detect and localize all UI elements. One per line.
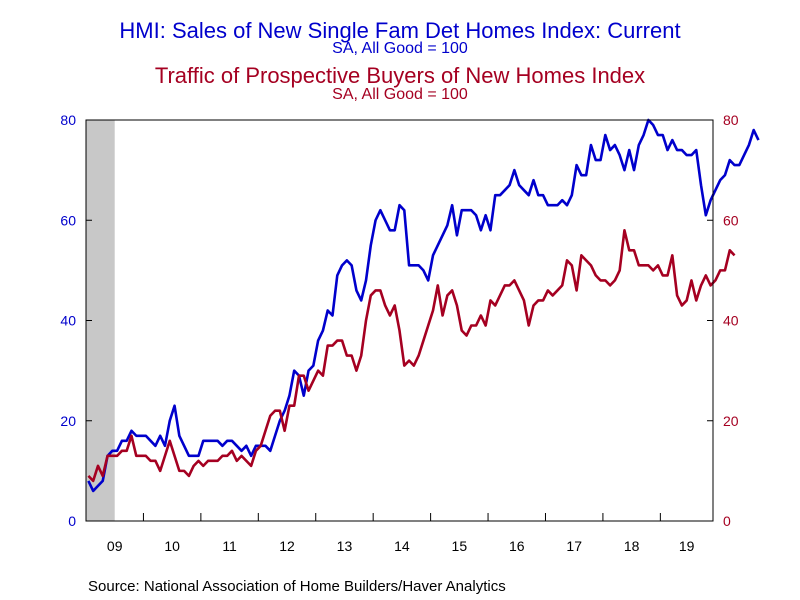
series-line-2 (87, 228, 736, 483)
x-axis-tick-label: 09 (107, 538, 123, 554)
x-axis-tick-label: 13 (337, 538, 353, 554)
x-axis-tick-label: 11 (222, 538, 237, 554)
chart-subtitle-series1: SA, All Good = 100 (332, 40, 468, 57)
left-axis-tick-label: 0 (68, 513, 76, 529)
x-axis-tick-label: 16 (509, 538, 525, 554)
chart-subtitle-series2: SA, All Good = 100 (332, 86, 468, 103)
right-axis-tick-label: 80 (723, 112, 739, 128)
chart-title-series2: Traffic of Prospective Buyers of New Hom… (154, 63, 646, 88)
axes-layer: 0 20 40 60 80 0 20 40 60 80 09 10 11 12 13 14 15 16 17 18 19 (60, 112, 738, 554)
x-axis-tick-label: 14 (394, 538, 410, 554)
plot-frame (85, 119, 714, 522)
source-note: Source: National Association of Home Bui… (88, 578, 506, 595)
left-axis-tick-label: 40 (60, 313, 76, 329)
x-axis-tick-label: 17 (566, 538, 582, 554)
left-axis-tick-label: 80 (60, 112, 76, 128)
series-layer (87, 118, 760, 493)
x-axis-tick-label: 10 (164, 538, 180, 554)
x-axis-tick-label: 12 (279, 538, 295, 554)
right-axis-tick-label: 20 (723, 413, 739, 429)
left-axis-tick-label: 20 (60, 413, 76, 429)
right-axis-tick-label: 60 (723, 212, 739, 228)
left-axis-tick-label: 60 (60, 212, 76, 228)
chart-title-series1: HMI: Sales of New Single Fam Det Homes I… (119, 18, 681, 43)
series-line-1 (87, 118, 760, 493)
right-axis-tick-label: 40 (723, 313, 739, 329)
x-axis-tick-label: 19 (679, 538, 695, 554)
x-axis-tick-label: 18 (624, 538, 640, 554)
right-axis-tick-label: 0 (723, 513, 731, 529)
x-axis-tick-label: 15 (452, 538, 468, 554)
